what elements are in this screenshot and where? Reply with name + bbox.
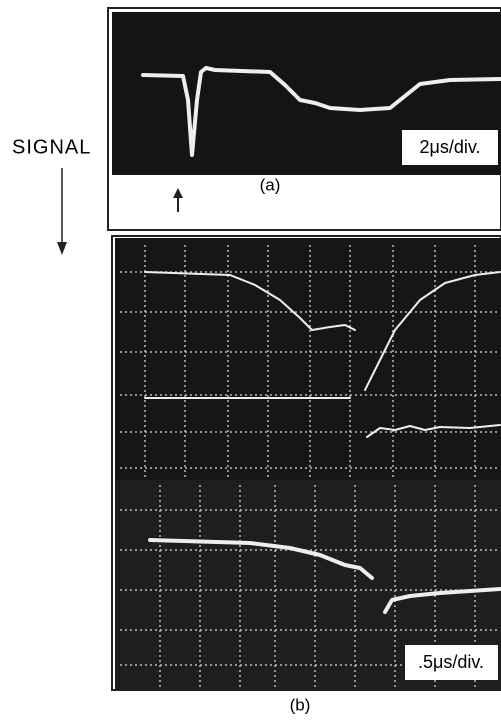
side-label: SIGNAL [12,136,91,158]
figure: SIGNAL 2μs/div. (a) .5μs/div. (b) [0,0,501,721]
caption: (a) [260,175,281,194]
marker-arrow-head [173,188,183,198]
scale-label: 2μs/div. [419,137,480,157]
signal-arrow-head [57,242,67,255]
scale-label: .5μs/div. [418,652,484,672]
caption: (b) [290,695,311,714]
scope-screen [115,238,501,480]
